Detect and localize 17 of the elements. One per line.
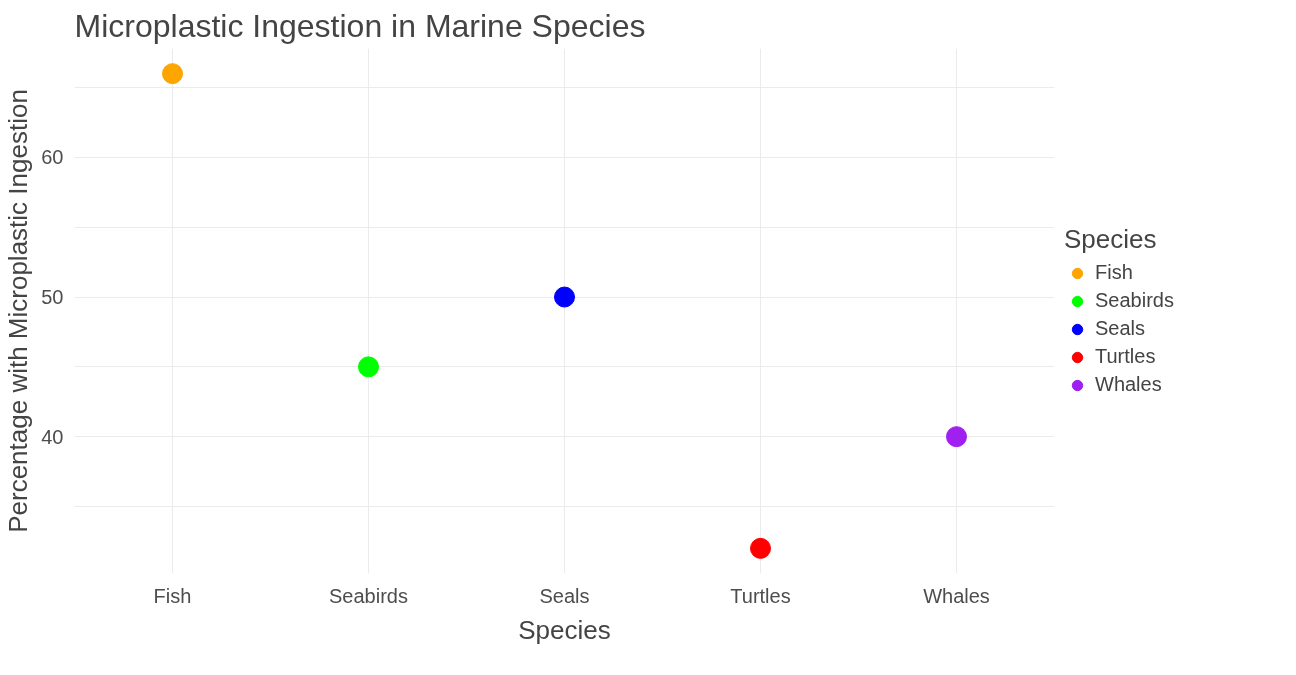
- y-tick-label: 50: [41, 286, 64, 309]
- legend-label: Turtles: [1095, 345, 1156, 368]
- y-tick-label: 60: [41, 146, 64, 169]
- y-axis-title: Percentage with Microplastic Ingestion: [3, 89, 34, 533]
- y-tick-label: 40: [41, 425, 64, 448]
- chart-title: Microplastic Ingestion in Marine Species: [74, 7, 646, 44]
- legend-title: Species: [1064, 223, 1158, 255]
- legend-label: Whales: [1095, 373, 1162, 396]
- legend-label: Seabirds: [1095, 289, 1174, 312]
- legend-label: Seals: [1095, 317, 1146, 340]
- x-tick-label: Whales: [923, 584, 990, 607]
- x-axis-title: Species: [518, 614, 611, 645]
- x-tick-label: Seals: [539, 584, 590, 607]
- x-tick-label: Seabirds: [329, 584, 408, 607]
- legend-label: Fish: [1095, 261, 1133, 284]
- x-tick-label: Fish: [153, 584, 192, 607]
- x-tick-label: Turtles: [730, 584, 791, 607]
